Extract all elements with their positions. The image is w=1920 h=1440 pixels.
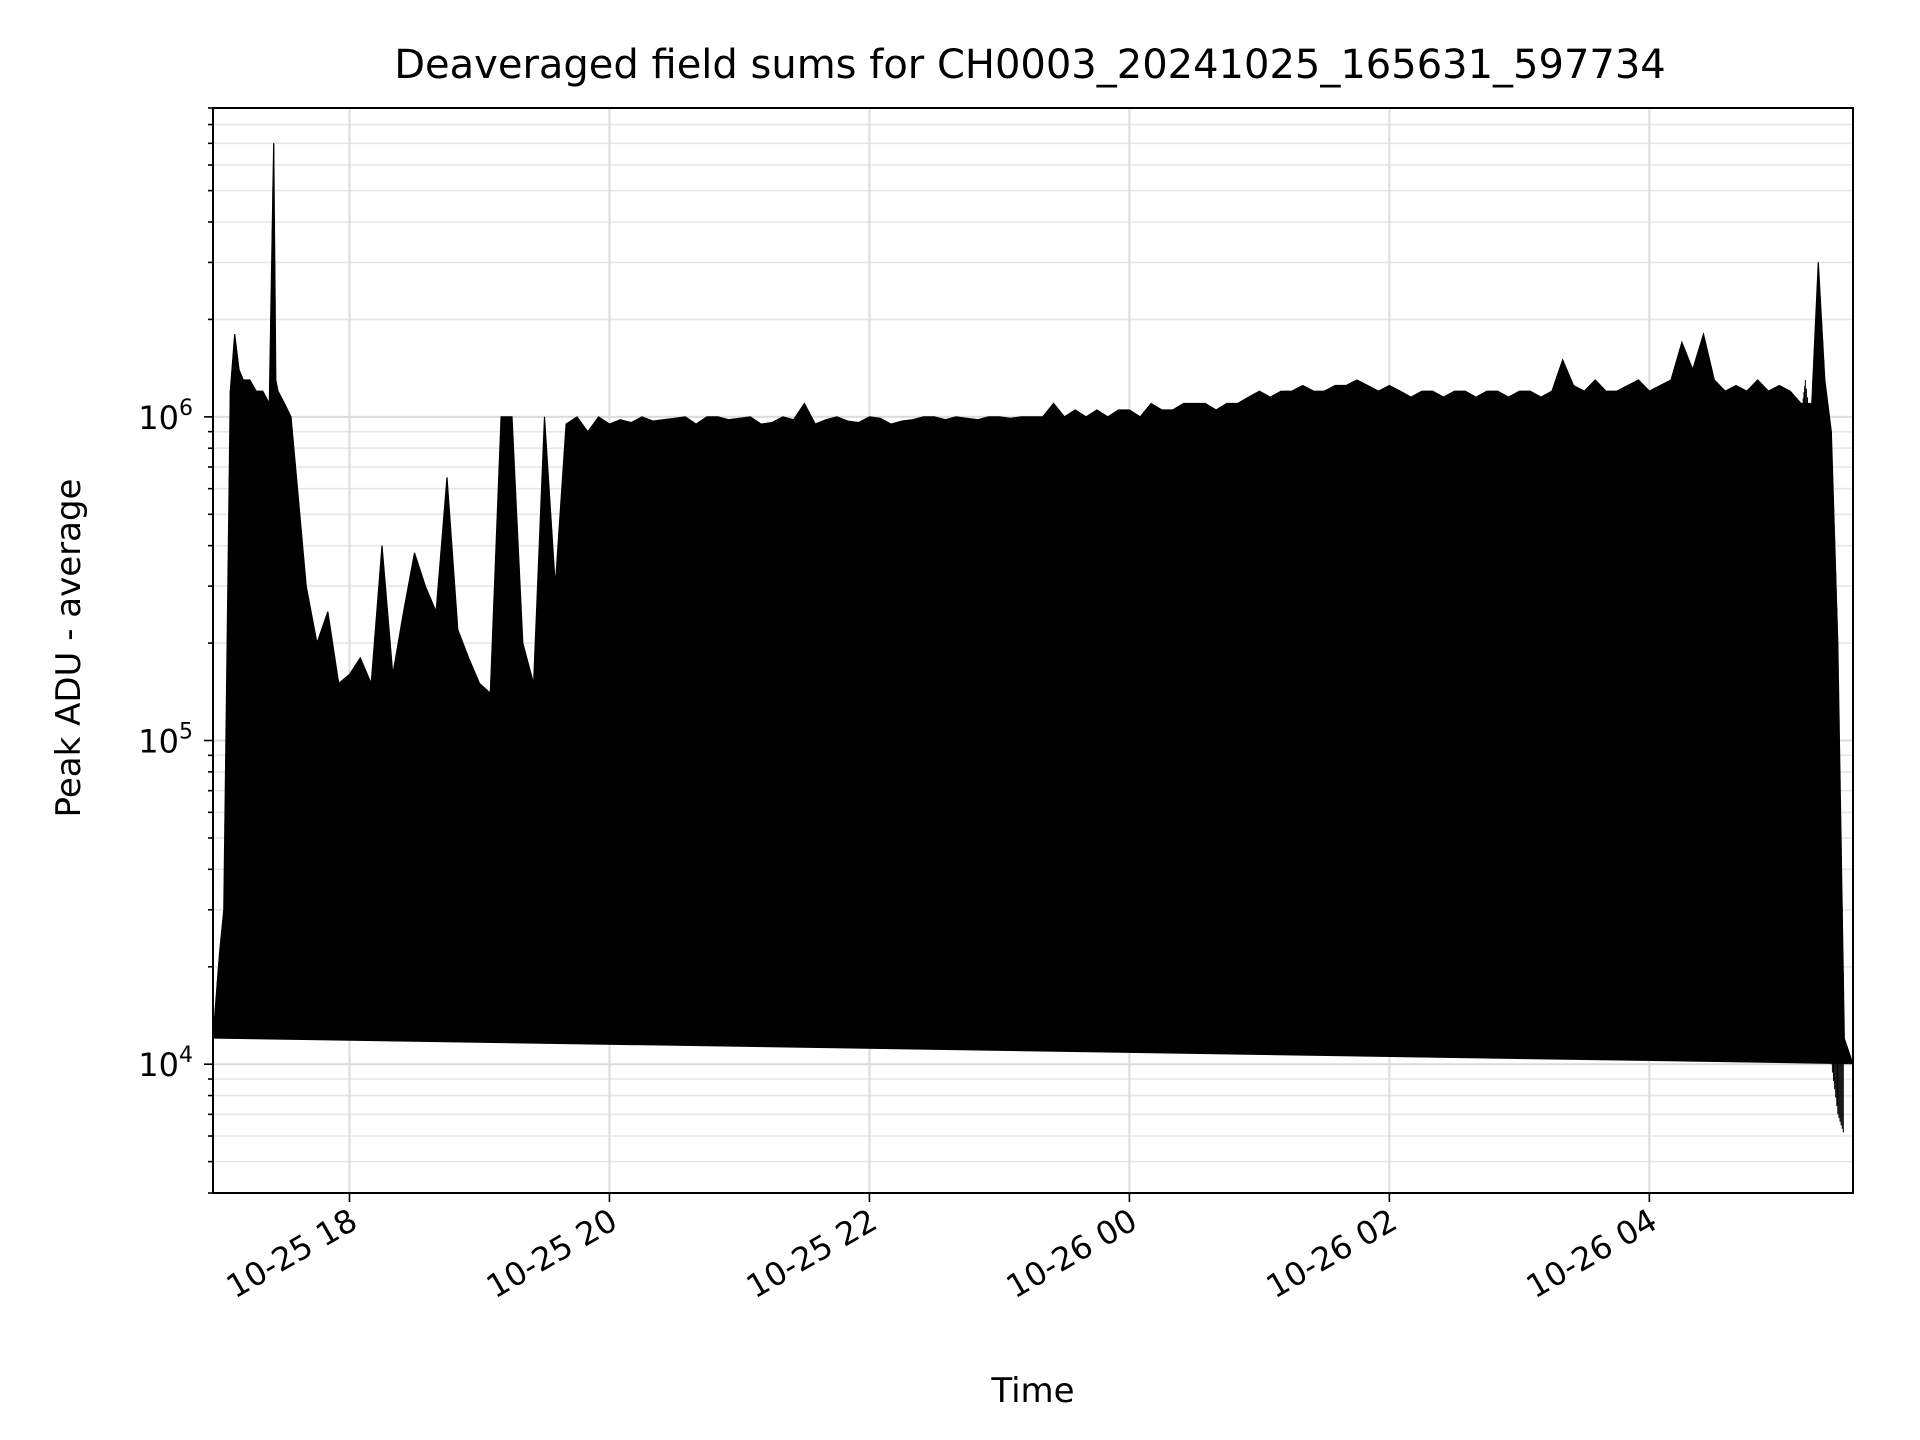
x-axis: 10-25 18 10-25 20 10-25 22 10-26 00 10-26 02… xyxy=(220,1193,1663,1306)
data-series-band xyxy=(212,143,1854,1065)
x-axis-label: Time xyxy=(990,1371,1074,1411)
chart-title: Deaveraged field sums for CH0003_2024102… xyxy=(394,42,1666,88)
y-tick-label: 106 xyxy=(138,396,193,437)
x-tick-label: 10-26 00 xyxy=(1000,1201,1144,1306)
plot-frame xyxy=(212,107,1854,1194)
y-axis: 104 105 106 xyxy=(138,107,213,1194)
x-tick-label: 10-25 20 xyxy=(480,1201,624,1306)
y-tick-label: 104 xyxy=(138,1043,193,1084)
y-axis-label: Peak ADU - average xyxy=(49,479,89,818)
x-tick-label: 10-25 22 xyxy=(740,1201,884,1306)
x-tick-label: 10-25 18 xyxy=(220,1201,364,1306)
x-tick-label: 10-26 02 xyxy=(1260,1201,1404,1306)
plot-area xyxy=(212,143,1854,1132)
x-tick-label: 10-26 04 xyxy=(1520,1201,1664,1306)
y-tick-label: 105 xyxy=(138,720,193,761)
